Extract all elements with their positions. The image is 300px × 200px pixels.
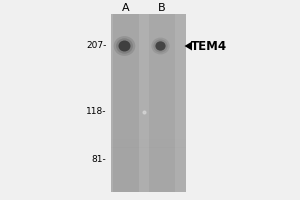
Bar	[111, 14, 186, 23]
Text: TEM4: TEM4	[190, 40, 226, 52]
Bar	[111, 165, 186, 174]
Ellipse shape	[118, 40, 130, 51]
Text: 207-: 207-	[86, 42, 106, 50]
Bar	[111, 94, 186, 103]
Polygon shape	[184, 42, 192, 50]
Bar	[111, 85, 186, 94]
Bar	[111, 130, 186, 139]
Bar	[111, 121, 186, 130]
Bar	[111, 139, 186, 148]
Bar	[111, 23, 186, 32]
Bar	[111, 14, 186, 192]
Bar	[113, 14, 139, 192]
Bar	[111, 183, 186, 192]
Text: 81-: 81-	[92, 156, 106, 164]
Ellipse shape	[151, 38, 170, 54]
Ellipse shape	[155, 41, 166, 51]
Bar	[111, 76, 186, 85]
Bar	[111, 41, 186, 50]
Bar	[111, 156, 186, 165]
Ellipse shape	[116, 38, 133, 54]
Bar	[111, 58, 186, 67]
Ellipse shape	[153, 39, 168, 53]
Bar	[111, 67, 186, 76]
Ellipse shape	[114, 36, 135, 56]
Bar	[111, 174, 186, 183]
Bar	[111, 112, 186, 121]
Bar	[111, 50, 186, 58]
Bar	[149, 14, 175, 192]
Bar	[111, 103, 186, 112]
Bar	[111, 147, 186, 156]
Text: B: B	[158, 3, 166, 13]
Text: 118-: 118-	[86, 108, 106, 116]
Text: A: A	[122, 3, 130, 13]
Bar	[111, 32, 186, 41]
